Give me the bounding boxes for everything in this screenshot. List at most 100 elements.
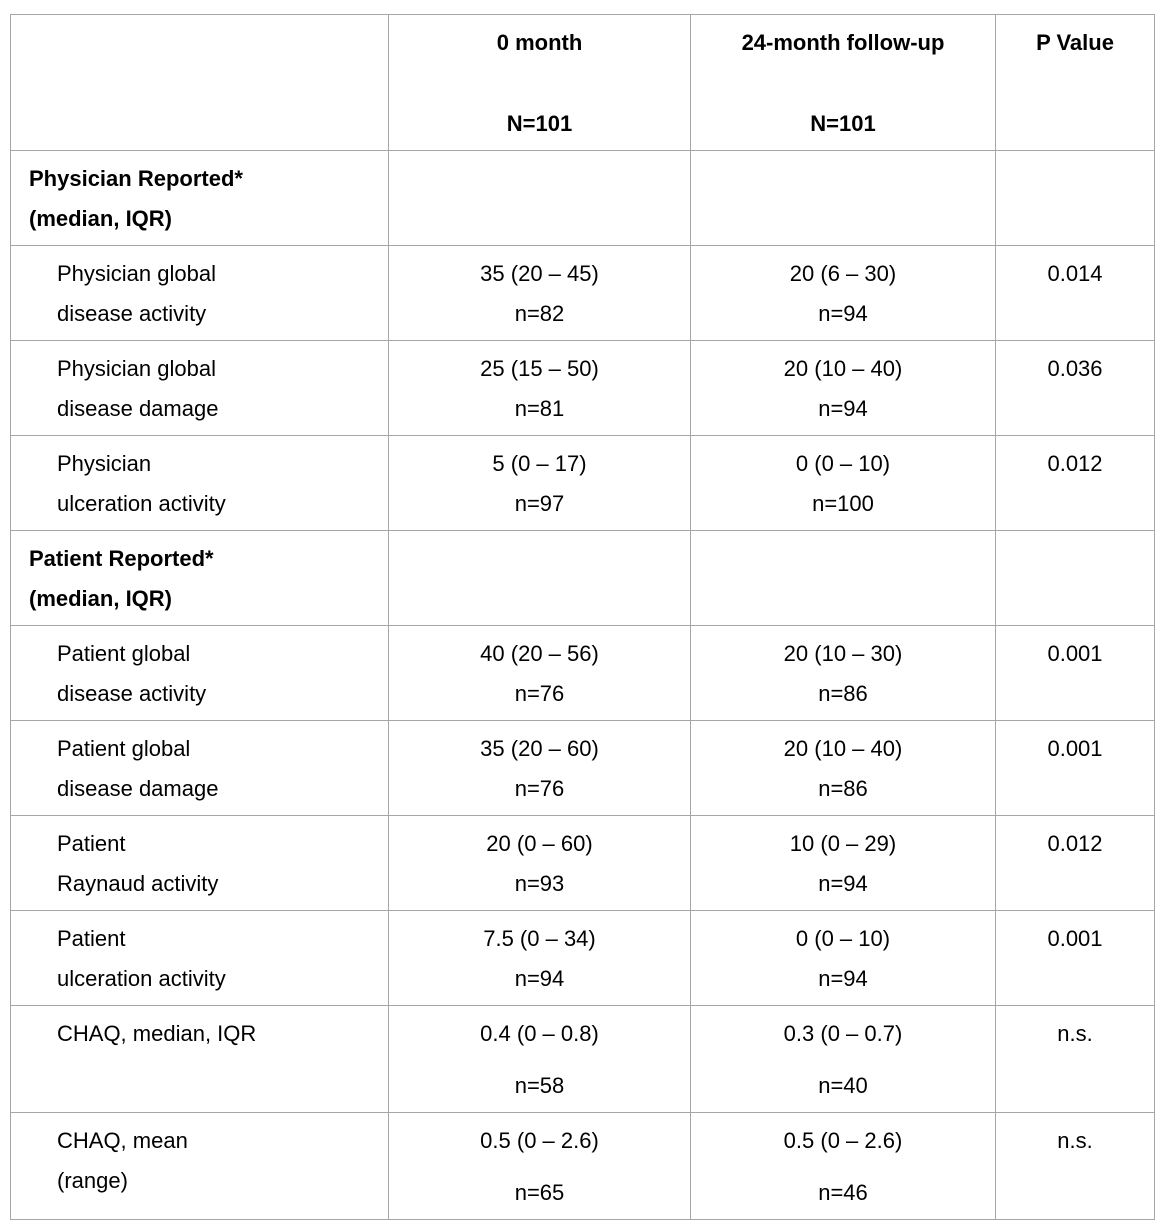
row-label-line1: Physician — [57, 451, 152, 476]
value-cell-24-month: 20 (10 – 30) n=86 — [690, 625, 996, 721]
value-24-month: 20 (6 – 30) — [789, 261, 897, 286]
row-label-cell: Physician global disease activity — [10, 245, 389, 341]
value-cell-24-month: 20 (10 – 40) n=94 — [690, 340, 996, 436]
value-cell-0-month: 20 (0 – 60) n=93 — [388, 815, 691, 911]
table-row-section-patient: Patient Reported* (median, IQR) — [10, 530, 1155, 626]
section-label-line2: (median, IQR) — [29, 586, 173, 611]
value-0-month: 0.5 (0 – 2.6) — [480, 1128, 599, 1153]
row-label-line1: CHAQ, mean — [57, 1128, 188, 1153]
n-24-month: n=94 — [818, 301, 868, 326]
p-value-cell: 0.001 — [995, 625, 1155, 721]
p-value-cell: n.s. — [995, 1112, 1155, 1220]
empty-cell — [995, 150, 1155, 246]
value-24-month: 20 (10 – 30) — [783, 641, 903, 666]
header-24-month-label: 24-month follow-up — [741, 30, 945, 55]
value-24-month: 0.5 (0 – 2.6) — [783, 1128, 903, 1153]
n-0-month: n=97 — [514, 491, 565, 516]
n-0-month: n=58 — [514, 1073, 565, 1098]
n-24-month: n=40 — [818, 1073, 868, 1098]
header-p-value-label: P Value — [1036, 30, 1114, 55]
p-value-cell: 0.001 — [995, 720, 1155, 816]
p-value: n.s. — [1057, 1021, 1093, 1046]
row-label-cell: Patient global disease damage — [10, 720, 389, 816]
section-label-line1: Physician Reported* — [29, 166, 243, 191]
table-row: Physician global disease damage 25 (15 –… — [10, 340, 1155, 436]
p-value: 0.036 — [1047, 356, 1103, 381]
header-0-month-label: 0 month — [496, 30, 583, 55]
n-0-month: n=76 — [514, 776, 565, 801]
p-value-cell: 0.012 — [995, 815, 1155, 911]
n-24-month: n=86 — [818, 681, 868, 706]
value-cell-24-month: 20 (10 – 40) n=86 — [690, 720, 996, 816]
empty-cell — [690, 530, 996, 626]
section-label-cell: Physician Reported* (median, IQR) — [10, 150, 389, 246]
p-value: 0.012 — [1047, 451, 1103, 476]
p-value: 0.014 — [1047, 261, 1103, 286]
value-cell-24-month: 0.3 (0 – 0.7) n=40 — [690, 1005, 996, 1113]
value-24-month: 0 (0 – 10) — [795, 926, 891, 951]
table-row: Patient ulceration activity 7.5 (0 – 34)… — [10, 910, 1155, 1006]
row-label-cell: CHAQ, mean (range) — [10, 1112, 389, 1220]
table-row: Physician global disease activity 35 (20… — [10, 245, 1155, 341]
row-label-line2: (range) — [57, 1168, 128, 1193]
p-value: 0.001 — [1047, 926, 1103, 951]
value-cell-0-month: 35 (20 – 60) n=76 — [388, 720, 691, 816]
outcomes-table: 0 month N=101 24-month follow-up N=101 P… — [10, 14, 1155, 1220]
value-cell-0-month: 35 (20 – 45) n=82 — [388, 245, 691, 341]
table-row: Patient global disease damage 35 (20 – 6… — [10, 720, 1155, 816]
header-cell-p-value: P Value — [995, 14, 1155, 151]
value-24-month: 0 (0 – 10) — [795, 451, 891, 476]
value-cell-24-month: 20 (6 – 30) n=94 — [690, 245, 996, 341]
n-24-month: n=94 — [818, 871, 868, 896]
row-label-cell: Patient Raynaud activity — [10, 815, 389, 911]
value-24-month: 10 (0 – 29) — [789, 831, 897, 856]
value-cell-24-month: 0.5 (0 – 2.6) n=46 — [690, 1112, 996, 1220]
n-24-month: n=100 — [812, 491, 874, 516]
page: 0 month N=101 24-month follow-up N=101 P… — [10, 14, 1155, 1220]
table-row-section-physician: Physician Reported* (median, IQR) — [10, 150, 1155, 246]
header-cell-0-month: 0 month N=101 — [388, 14, 691, 151]
p-value: n.s. — [1057, 1128, 1093, 1153]
p-value: 0.001 — [1047, 736, 1103, 761]
row-label-line2: disease damage — [57, 776, 219, 801]
row-label-cell: CHAQ, median, IQR — [10, 1005, 389, 1113]
value-cell-0-month: 5 (0 – 17) n=97 — [388, 435, 691, 531]
header-0-month-n: N=101 — [506, 111, 573, 136]
row-label-line1: Patient global — [57, 641, 191, 666]
n-0-month: n=76 — [514, 681, 565, 706]
value-0-month: 0.4 (0 – 0.8) — [480, 1021, 599, 1046]
empty-cell — [388, 530, 691, 626]
value-cell-0-month: 25 (15 – 50) n=81 — [388, 340, 691, 436]
p-value-cell: n.s. — [995, 1005, 1155, 1113]
value-0-month: 35 (20 – 45) — [480, 261, 599, 286]
p-value: 0.012 — [1047, 831, 1103, 856]
header-cell-empty — [10, 14, 389, 151]
value-cell-24-month: 0 (0 – 10) n=100 — [690, 435, 996, 531]
row-label-line2: disease damage — [57, 396, 219, 421]
row-label-line2: disease activity — [57, 681, 207, 706]
empty-cell — [690, 150, 996, 246]
value-0-month: 20 (0 – 60) — [486, 831, 593, 856]
table-row: Physician ulceration activity 5 (0 – 17)… — [10, 435, 1155, 531]
n-24-month: n=46 — [818, 1180, 868, 1205]
p-value: 0.001 — [1047, 641, 1103, 666]
n-24-month: n=94 — [818, 396, 868, 421]
table-row: CHAQ, median, IQR 0.4 (0 – 0.8) n=58 0.3… — [10, 1005, 1155, 1113]
value-0-month: 40 (20 – 56) — [480, 641, 599, 666]
p-value-cell: 0.001 — [995, 910, 1155, 1006]
row-label-line1: CHAQ, median, IQR — [57, 1021, 257, 1046]
row-label-line2: ulceration activity — [57, 966, 226, 991]
row-label-line1: Physician global — [57, 356, 216, 381]
table-header-row: 0 month N=101 24-month follow-up N=101 P… — [10, 14, 1155, 151]
n-0-month: n=65 — [514, 1180, 565, 1205]
n-0-month: n=81 — [514, 396, 565, 421]
empty-cell — [388, 150, 691, 246]
value-24-month: 20 (10 – 40) — [783, 736, 903, 761]
empty-cell — [995, 530, 1155, 626]
p-value-cell: 0.036 — [995, 340, 1155, 436]
row-label-cell: Patient ulceration activity — [10, 910, 389, 1006]
value-cell-24-month: 0 (0 – 10) n=94 — [690, 910, 996, 1006]
n-0-month: n=93 — [514, 871, 565, 896]
header-24-month-n: N=101 — [810, 111, 876, 136]
value-0-month: 25 (15 – 50) — [480, 356, 599, 381]
